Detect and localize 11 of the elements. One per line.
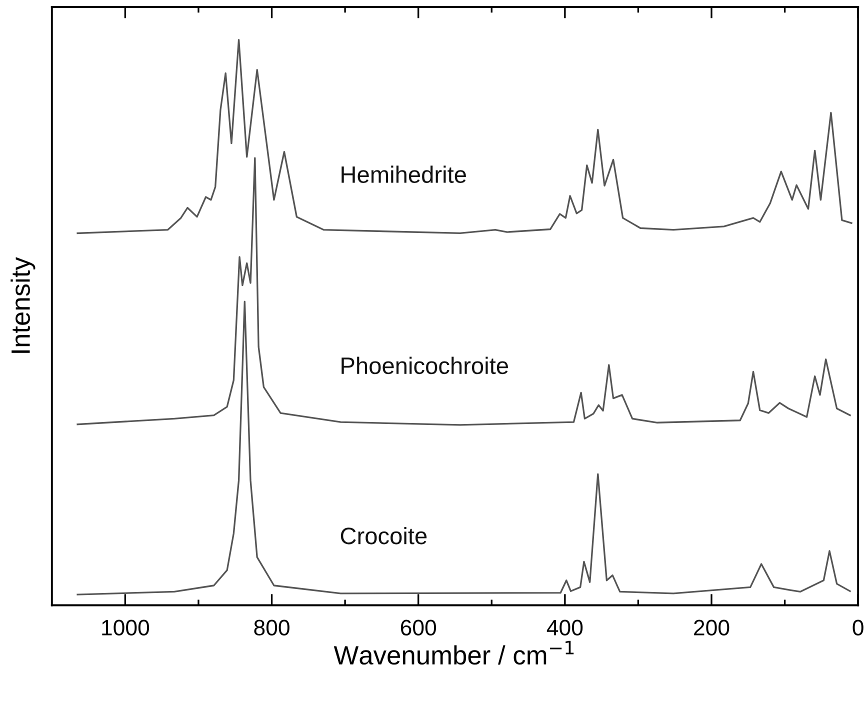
text: Hemihedrite: [342, 166, 466, 184]
y-axis-title: Intensity: [10, 257, 36, 353]
text: Phoenicochroite: [342, 356, 508, 374]
text: Crocoite: [340, 526, 427, 544]
x-tick-label: 800: [254, 620, 290, 636]
x-tick-label: 200: [694, 620, 730, 636]
x-tick-label: 0: [852, 620, 864, 636]
x-axis-title: Wavenumber / cm$^{−1}$: [334, 640, 574, 665]
x-tick-label: 1000: [102, 620, 150, 636]
x-tick-label: 400: [546, 620, 583, 636]
x-tick-label: 600: [400, 620, 436, 636]
